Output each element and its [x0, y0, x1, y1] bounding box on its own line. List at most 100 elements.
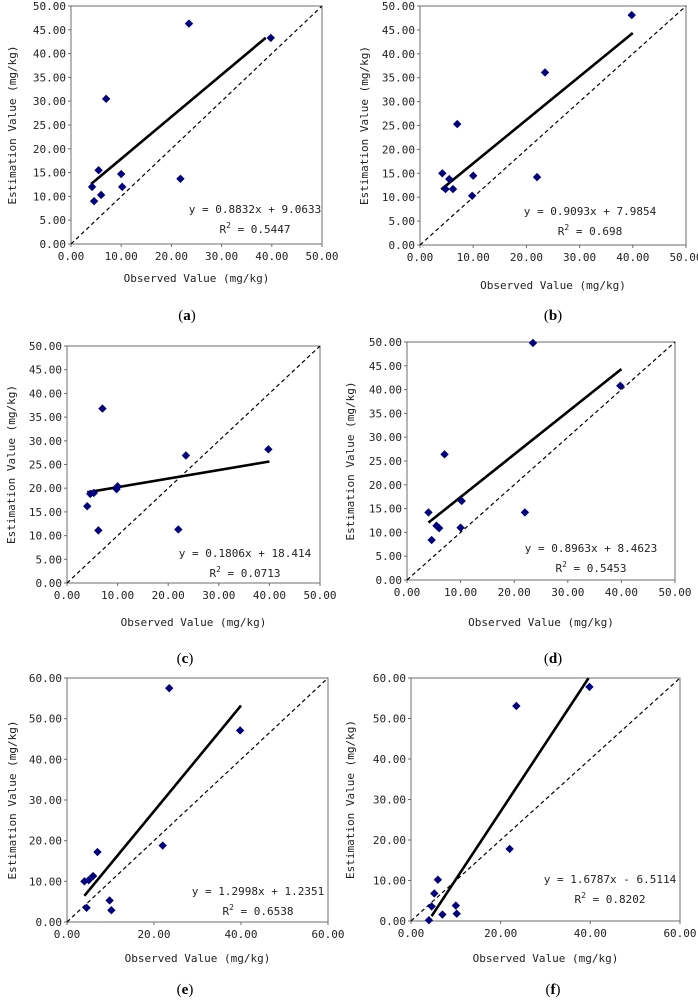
x-tick-label: 40.00 [224, 928, 257, 941]
x-tick-label: 10.00 [457, 251, 490, 264]
y-tick-label: 45.00 [382, 24, 415, 37]
y-tick-label: 35.00 [29, 411, 62, 424]
y-tick-label: 25.00 [33, 119, 66, 132]
data-point [113, 482, 122, 491]
x-tick-label: 50.00 [303, 589, 336, 602]
y-tick-label: 15.00 [382, 167, 415, 180]
y-tick-label: 10.00 [29, 530, 62, 543]
x-tick-label: 0.00 [407, 251, 434, 264]
x-tick-label: 30.00 [202, 589, 235, 602]
panel-caption: (e) [177, 982, 194, 998]
y-tick-label: 35.00 [382, 72, 415, 85]
x-tick-label: 0.00 [54, 928, 81, 941]
regression-equation: y = 0.9093x + 7.9854 [524, 205, 657, 218]
trendline [440, 31, 634, 191]
data-point [427, 535, 436, 545]
y-tick-label: 50.00 [369, 336, 402, 349]
y-axis-label: Estimation Value (mg/kg) [6, 46, 19, 205]
x-tick-label: 20.00 [137, 928, 170, 941]
data-point [83, 502, 92, 511]
x-tick-label: 60.00 [311, 928, 344, 941]
data-point [448, 184, 458, 194]
x-tick-label: 50.00 [669, 251, 698, 264]
trendline [430, 677, 590, 917]
x-tick-label: 0.00 [54, 589, 81, 602]
y-tick-label: 50.00 [29, 713, 62, 726]
plot-area [406, 341, 676, 581]
r-squared: R2 = 0.5453 [555, 560, 626, 575]
data-point [456, 523, 465, 532]
y-tick-label: 20.00 [382, 143, 415, 156]
x-tick-label: 40.00 [574, 927, 607, 940]
data-point [266, 33, 275, 43]
x-tick-label: 40.00 [616, 251, 649, 264]
x-axis-label: Observed Value (mg/kg) [468, 616, 614, 629]
y-tick-label: 40.00 [373, 753, 406, 766]
y-tick-label: 20.00 [33, 143, 66, 156]
x-tick-label: 0.00 [394, 586, 421, 599]
y-tick-label: 35.00 [369, 407, 402, 420]
trendline [90, 36, 267, 186]
y-tick-label: 5.00 [376, 550, 403, 563]
data-point [88, 871, 98, 881]
data-point [105, 896, 114, 905]
x-tick-label: 30.00 [563, 251, 596, 264]
data-point [176, 174, 185, 183]
data-point [438, 910, 447, 919]
one-to-one-line [406, 341, 676, 581]
data-point [528, 338, 538, 348]
data-point [165, 683, 174, 693]
data-point [457, 496, 466, 506]
y-tick-label: 20.00 [29, 835, 62, 848]
data-point [585, 682, 594, 692]
one-to-one-line [419, 5, 687, 246]
y-tick-label: 30.00 [373, 794, 406, 807]
y-tick-label: 0.00 [389, 239, 416, 252]
data-point [181, 451, 191, 460]
y-tick-label: 40.00 [29, 387, 62, 400]
x-tick-label: 50.00 [658, 586, 691, 599]
regression-equation: y = 1.6787x - 6.5114 [544, 873, 677, 886]
data-point [87, 182, 97, 192]
data-point [118, 182, 127, 192]
one-to-one-line [410, 677, 681, 922]
regression-equation: y = 0.8832x + 9.0633 [189, 203, 321, 216]
y-tick-label: 10.00 [373, 875, 406, 888]
data-point [512, 701, 521, 711]
r-squared: R2 = 0.0713 [209, 565, 280, 580]
chart-panel-b: 0.00 5.00 10.00 15.00 20.00 25.00 30.00 35.00 40… [358, 0, 698, 324]
y-axis-label: Estimation Value (mg/kg) [5, 385, 18, 544]
data-point [451, 901, 461, 910]
data-point [424, 508, 433, 517]
y-tick-label: 30.00 [29, 435, 62, 448]
y-tick-label: 50.00 [373, 713, 406, 726]
data-point [433, 875, 443, 884]
y-tick-label: 15.00 [33, 167, 66, 180]
chart-panel-e: 0.00 10.00 20.00 30.00 40.00 50.00 60.00 0.00 20… [6, 672, 345, 998]
x-tick-label: 10.00 [101, 589, 134, 602]
r-squared: R2 = 0.8202 [574, 891, 645, 906]
data-point [174, 525, 183, 534]
trendline [427, 368, 623, 524]
y-axis-label: Estimation Value (mg/kg) [358, 46, 371, 205]
data-point [424, 915, 434, 925]
data-point [117, 169, 126, 179]
y-tick-label: 50.00 [29, 340, 62, 353]
y-tick-label: 50.00 [382, 0, 415, 13]
y-tick-label: 10.00 [33, 190, 66, 203]
data-point [98, 404, 107, 413]
data-point [469, 171, 478, 180]
y-tick-label: 25.00 [369, 455, 402, 468]
data-point [89, 196, 99, 206]
trendline [83, 704, 243, 897]
chart-panel-c: 0.00 5.00 10.00 15.00 20.00 25.00 30.00 35.00 40… [5, 340, 337, 667]
data-point [441, 184, 450, 194]
x-tick-label: 60.00 [663, 927, 696, 940]
data-point [158, 841, 167, 850]
r-squared: R2 = 0.6538 [222, 903, 293, 918]
one-to-one-line [66, 677, 329, 923]
x-tick-label: 40.00 [605, 586, 638, 599]
y-axis-label: Estimation Value (mg/kg) [6, 721, 19, 880]
x-tick-label: 20.00 [155, 250, 188, 263]
data-point [467, 191, 477, 200]
